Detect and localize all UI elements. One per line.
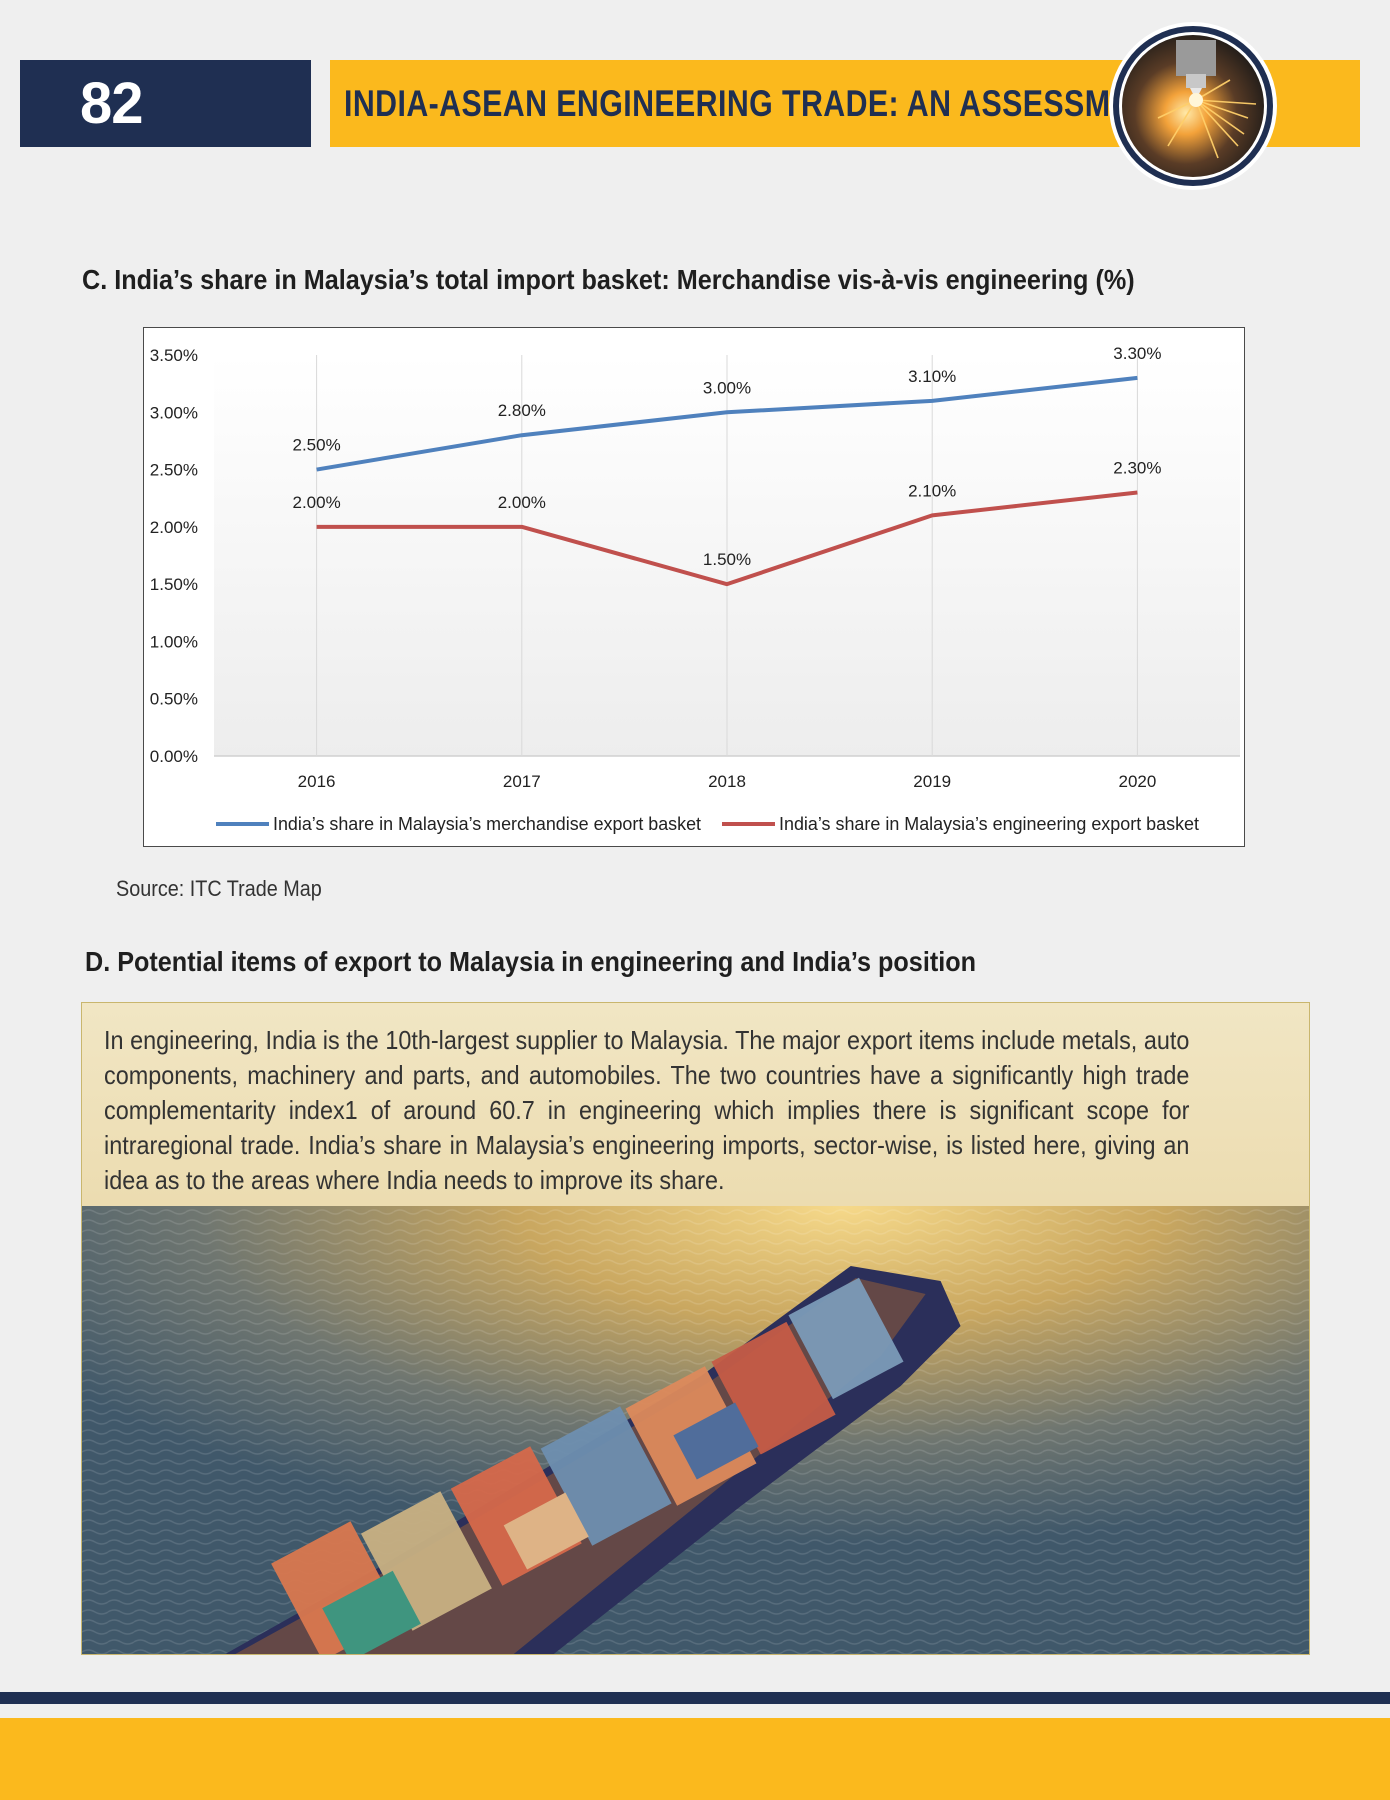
info-paragraph: In engineering, India is the 10th-larges… [104,1025,1190,1195]
y-tick-label: 1.50% [150,575,198,594]
data-label: 3.10% [908,367,956,386]
line-chart-svg: 0.00% 0.50% 1.00% 1.50% 2.00% 2.50% 3.00% 3.50%… [150,344,1240,834]
section-d-title: D. Potential items of export to Malaysia… [85,946,976,977]
x-tick-label: 2020 [1118,772,1156,791]
info-panel: In engineering, India is the 10th-larges… [81,1002,1310,1655]
page-number: 82 [20,60,311,147]
section-c-title: C. India’s share in Malaysia’s total imp… [82,264,1135,295]
data-label: 2.80% [498,401,546,420]
footer-rule [0,1692,1390,1704]
data-label: 1.50% [703,550,751,569]
y-tick-label: 2.00% [150,518,198,537]
data-label: 3.00% [703,378,751,397]
footer-bar [0,1718,1390,1800]
x-tick-label: 2019 [913,772,951,791]
merchandise-series-line [316,375,1138,472]
y-tick-label: 2.50% [150,461,198,480]
legend-label: India’s share in Malaysia’s merchandise … [273,814,701,834]
x-tick-label: 2016 [298,772,336,791]
data-label: 2.30% [1113,458,1161,477]
laser-cutting-sparks-icon [1109,22,1277,190]
data-label: 2.10% [908,481,956,500]
info-panel-text-area: In engineering, India is the 10th-larges… [82,1003,1309,1206]
data-label: 2.00% [292,493,340,512]
y-tick-label: 0.00% [150,747,198,766]
y-tick-label: 3.50% [150,346,198,365]
container-ship-photo [82,1206,1309,1654]
data-label: 2.00% [498,493,546,512]
page-number-text: 82 [80,71,144,136]
x-tick-label: 2017 [503,772,541,791]
y-tick-label: 0.50% [150,690,198,709]
line-chart: 0.00% 0.50% 1.00% 1.50% 2.00% 2.50% 3.00% 3.50%… [143,327,1245,847]
data-label: 2.50% [292,436,340,455]
y-tick-label: 1.00% [150,632,198,651]
chart-source: Source: ITC Trade Map [116,876,322,901]
y-tick-label: 3.00% [150,403,198,422]
legend-label: India’s share in Malaysia’s engineering … [779,814,1199,834]
data-label: 3.30% [1113,344,1161,363]
running-header-text: INDIA-ASEAN ENGINEERING TRADE: AN ASSESS… [344,82,1173,124]
engineering-series-line [316,490,1138,587]
x-tick-label: 2018 [708,772,746,791]
